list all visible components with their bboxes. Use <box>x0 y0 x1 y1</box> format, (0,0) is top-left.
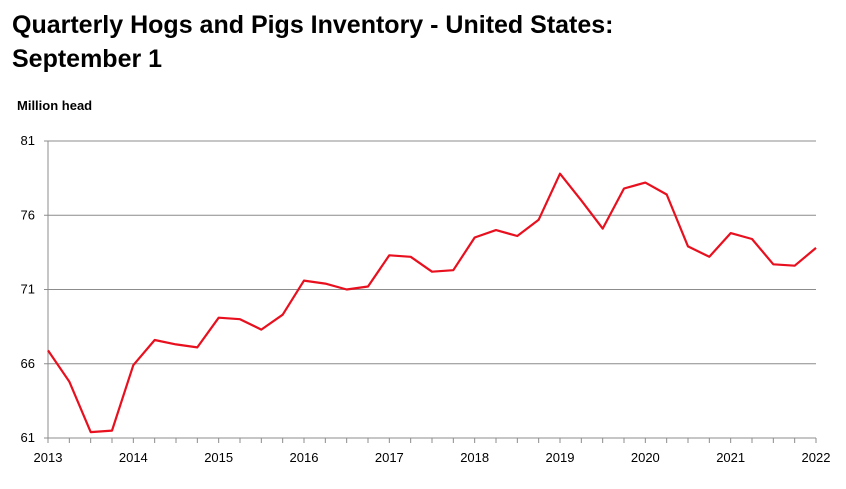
series-line-inventory <box>47 172 817 434</box>
x-tick-label-2013: 2013 <box>34 450 63 465</box>
y-tick-label-76: 76 <box>21 207 35 222</box>
x-tick-label-2020: 2020 <box>631 450 660 465</box>
x-tick-label-2019: 2019 <box>546 450 575 465</box>
x-tick-label-2021: 2021 <box>716 450 745 465</box>
x-tick-label-2014: 2014 <box>119 450 148 465</box>
x-tick-label-2017: 2017 <box>375 450 404 465</box>
y-tick-label-66: 66 <box>21 356 35 371</box>
y-tick-label-81: 81 <box>21 133 35 148</box>
x-tick-label-2022: 2022 <box>802 450 831 465</box>
x-tick-label-2018: 2018 <box>460 450 489 465</box>
x-tick-label-2016: 2016 <box>290 450 319 465</box>
chart-title-line-1: Quarterly Hogs and Pigs Inventory - Unit… <box>12 11 614 39</box>
chart-title: Quarterly Hogs and Pigs Inventory - Unit… <box>12 8 832 76</box>
chart-title-line-2: September 1 <box>12 45 163 73</box>
y-tick-label-61: 61 <box>21 430 35 445</box>
y-tick-label-71: 71 <box>21 282 35 297</box>
y-axis-label: Million head <box>17 98 93 113</box>
x-tick-label-2015: 2015 <box>204 450 233 465</box>
